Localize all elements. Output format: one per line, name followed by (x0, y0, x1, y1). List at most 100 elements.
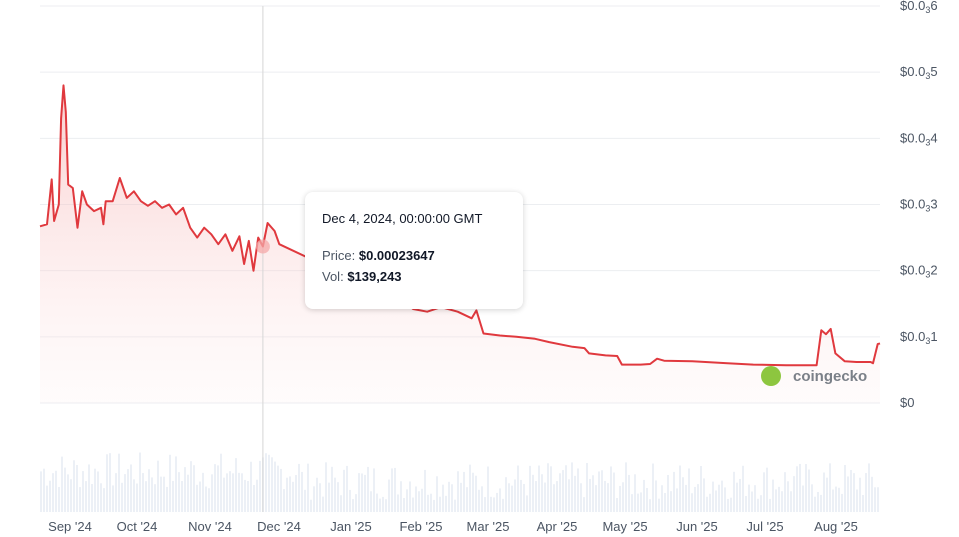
volume-bar (310, 499, 312, 512)
volume-bar (514, 479, 516, 512)
volume-bar (493, 497, 495, 512)
volume-bar (808, 469, 810, 512)
volume-bar (664, 493, 666, 512)
volume-bar (271, 457, 273, 512)
y-tick-label: $0.036 (900, 0, 938, 15)
volume-bar (874, 487, 876, 512)
volume-bar (226, 473, 228, 512)
volume-bar (769, 498, 771, 512)
volume-bar (127, 469, 129, 512)
logo-text: coingecko (793, 367, 868, 385)
volume-bar (328, 482, 330, 512)
volume-bar (247, 481, 249, 512)
volume-bar (547, 463, 549, 512)
hover-point[interactable] (255, 239, 270, 254)
volume-bar (676, 488, 678, 512)
volume-bar (85, 481, 87, 512)
volume-bar (154, 484, 156, 512)
volume-bar (259, 460, 261, 512)
volume-bar (82, 471, 84, 512)
volume-bar (46, 485, 48, 512)
volume-bar (172, 480, 174, 512)
volume-bar (313, 486, 315, 512)
volume-bar (211, 474, 213, 512)
tooltip-price-label: Price: (322, 248, 356, 263)
volume-bar (607, 483, 609, 512)
volume-bar (706, 496, 708, 512)
volume-bar (718, 484, 720, 512)
volume-bar (373, 468, 375, 512)
volume-bar (184, 467, 186, 512)
volume-bar (571, 462, 573, 512)
volume-bar (643, 479, 645, 512)
volume-bar (595, 485, 597, 512)
volume-bar (541, 474, 543, 512)
volume-bar (673, 471, 675, 512)
volume-bar (649, 499, 651, 512)
volume-bar (727, 498, 729, 512)
volume-bar (592, 475, 594, 512)
volume-bar (280, 468, 282, 512)
volume-bar (73, 460, 75, 512)
volume-bar (355, 494, 357, 512)
volume-bar (703, 478, 705, 512)
volume-bar (757, 498, 759, 512)
volume-bar (871, 476, 873, 512)
volume-bar (64, 467, 66, 512)
volume-bar (256, 479, 258, 512)
volume-bar (805, 464, 807, 512)
volume-bar (292, 481, 294, 512)
volume-bar (679, 465, 681, 512)
volume-bar (568, 479, 570, 512)
volume-bar (325, 462, 327, 512)
volume-bar (346, 465, 348, 512)
volume-bar (745, 496, 747, 512)
price-tooltip: Dec 4, 2024, 00:00:00 GMT Price: $0.0002… (305, 192, 523, 309)
volume-bar (523, 483, 525, 512)
volume-bar (736, 482, 738, 512)
volume-bar (496, 492, 498, 512)
volume-bar (193, 465, 195, 512)
volume-bar (88, 464, 90, 512)
volume-bar (466, 487, 468, 512)
volume-bar (565, 465, 567, 512)
volume-bar (208, 488, 210, 512)
volume-bar (181, 481, 183, 512)
x-tick-label: Jan '25 (330, 519, 372, 534)
volume-bar (469, 464, 471, 512)
volume-bar (742, 465, 744, 512)
volume-bar (586, 463, 588, 512)
volume-bar (430, 493, 432, 512)
volume-bar (424, 469, 426, 512)
volume-bar (253, 484, 255, 512)
volume-bar (838, 487, 840, 512)
volume-bar (400, 481, 402, 512)
volume-bar (520, 479, 522, 512)
volume-bar (472, 472, 474, 512)
volume-bar (358, 473, 360, 512)
volume-bar (820, 494, 822, 512)
volume-bar (856, 489, 858, 512)
volume-bar (667, 475, 669, 512)
volume-bar (316, 477, 318, 512)
volume-bar (484, 497, 486, 512)
volume-bar (847, 476, 849, 512)
volume-bar (250, 461, 252, 512)
volume-bar (730, 497, 732, 512)
volume-bar (289, 476, 291, 512)
x-tick-label: Sep '24 (48, 519, 92, 534)
volume-bar (502, 498, 504, 512)
price-area (40, 85, 880, 404)
volume-bar (700, 466, 702, 512)
volume-bar (712, 481, 714, 512)
x-tick-label: Aug '25 (814, 519, 858, 534)
volume-bar (265, 453, 267, 512)
volume-bar (475, 475, 477, 512)
volume-bar (439, 496, 441, 512)
x-tick-label: Oct '24 (117, 519, 158, 534)
volume-bar (283, 489, 285, 512)
volume-bar (178, 472, 180, 512)
volume-bar (661, 485, 663, 512)
volume-bar (577, 468, 579, 512)
tooltip-vol-label: Vol: (322, 269, 344, 284)
